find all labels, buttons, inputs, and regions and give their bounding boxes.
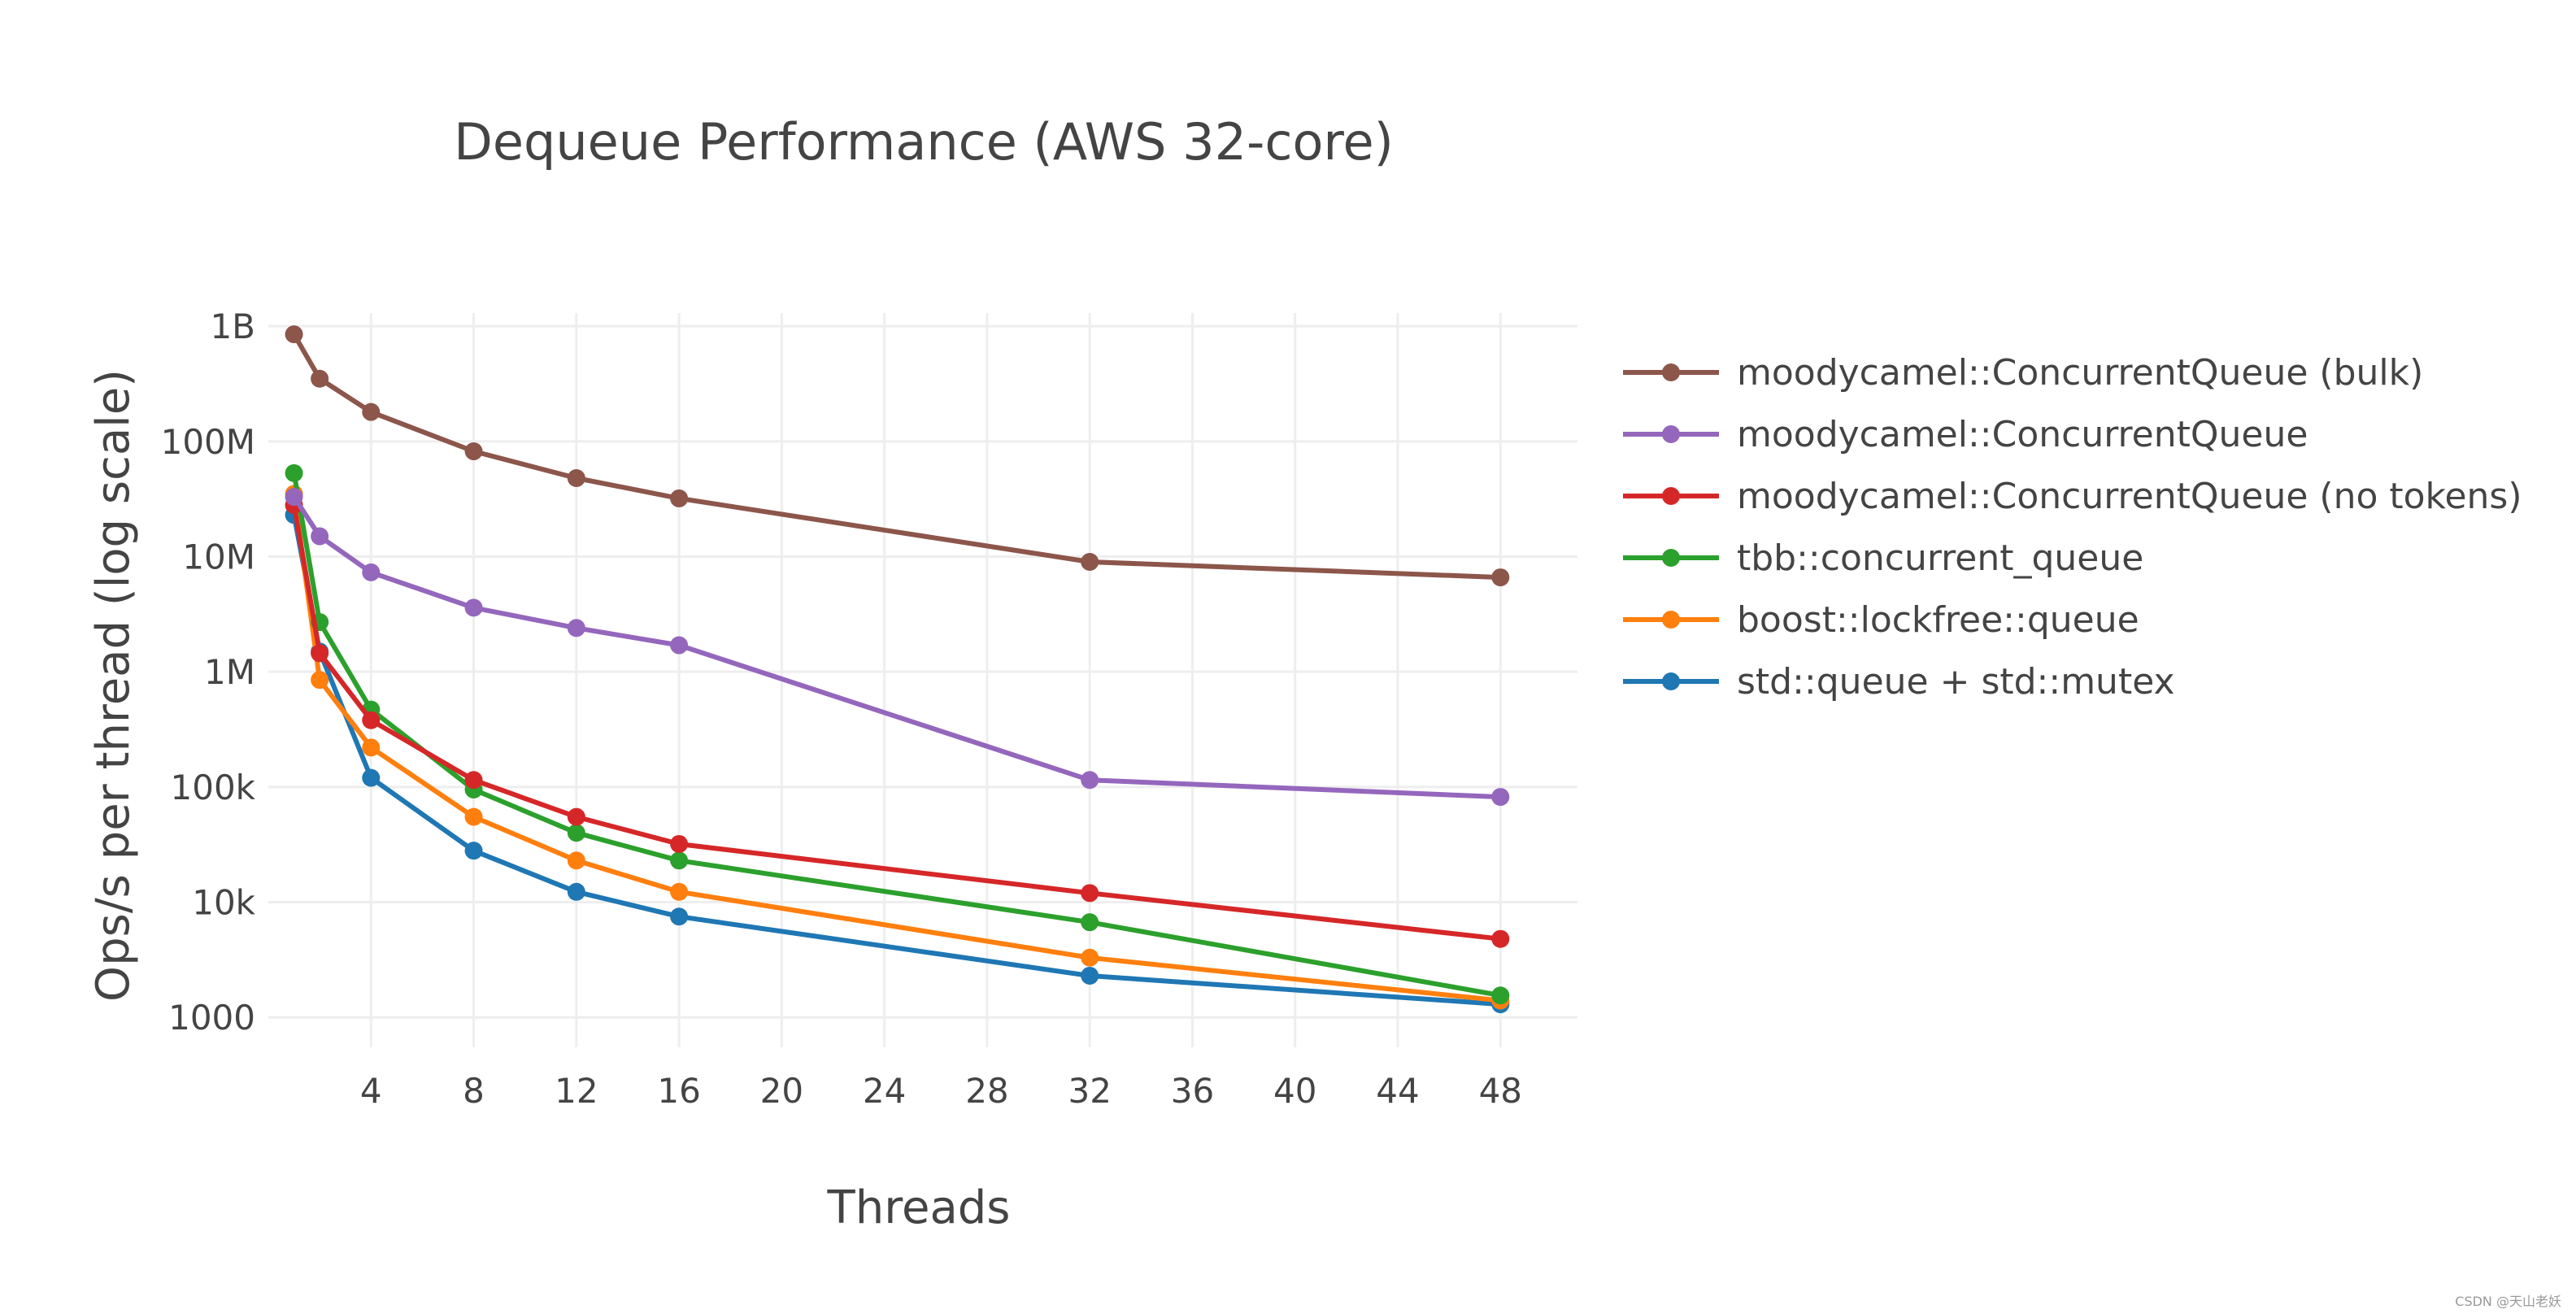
legend-label-0: moodycamel::ConcurrentQueue (bulk): [1737, 352, 2423, 394]
y-tick-label-5: 100M: [161, 422, 255, 462]
x-tick-label-5: 24: [863, 1071, 906, 1111]
series-2-point-7: [1491, 929, 1510, 948]
y-tick-label-1: 10k: [192, 883, 255, 923]
series-line-0: [291, 332, 1503, 581]
series-0-point-0: [285, 325, 303, 344]
legend-marker-5: [1662, 672, 1680, 690]
legend-label-1: moodycamel::ConcurrentQueue: [1737, 414, 2308, 455]
series-2-point-5: [670, 834, 689, 853]
series-0-point-7: [1491, 568, 1510, 587]
legend-label-3: tbb::concurrent_queue: [1737, 537, 2143, 579]
series-0: [285, 325, 1510, 587]
y-tick-label-3: 1M: [204, 652, 255, 692]
series-4-point-3: [464, 807, 483, 826]
x-tick-label-0: 4: [360, 1071, 382, 1111]
series-0-point-6: [1081, 552, 1099, 571]
series-4-point-4: [567, 851, 585, 870]
series-2-point-6: [1081, 884, 1099, 903]
series-group: [285, 325, 1510, 1014]
grid-lines: [268, 313, 1577, 1047]
x-tick-label-8: 36: [1171, 1071, 1214, 1111]
series-line-2: [291, 503, 1503, 942]
legend-label-5: std::queue + std::mutex: [1737, 661, 2175, 703]
x-tick-label-7: 32: [1068, 1071, 1111, 1111]
series-2-point-1: [311, 644, 329, 663]
series-0-point-3: [464, 442, 483, 461]
series-5-point-3: [464, 842, 483, 860]
legend-marker-1: [1662, 425, 1680, 443]
series-2-point-3: [464, 771, 483, 790]
series-1-point-5: [670, 636, 689, 655]
watermark-text: CSDN @天山老妖: [2455, 1294, 2561, 1309]
series-4-point-6: [1081, 948, 1099, 967]
legend-item-0: moodycamel::ConcurrentQueue (bulk): [1623, 352, 2423, 394]
series-1-point-1: [311, 527, 329, 546]
series-4-point-5: [670, 882, 689, 901]
series-5-point-2: [362, 768, 381, 787]
series-1-point-6: [1081, 771, 1099, 790]
x-tick-label-3: 16: [657, 1071, 700, 1111]
y-axis-ticks: 1000 10k 100k 1M 10M 100M 1B: [161, 307, 256, 1038]
series-0-point-1: [311, 369, 329, 388]
series-2: [285, 496, 1510, 948]
legend-marker-4: [1662, 611, 1680, 629]
legend-item-2: moodycamel::ConcurrentQueue (no tokens): [1623, 476, 2522, 517]
series-2-point-4: [567, 807, 585, 826]
legend-marker-3: [1662, 549, 1680, 567]
legend-item-4: boost::lockfree::queue: [1623, 599, 2139, 641]
series-5-point-6: [1081, 966, 1099, 985]
series-1-point-7: [1491, 788, 1510, 807]
chart-title: Dequeue Performance (AWS 32-core): [454, 112, 1394, 172]
series-3-point-7: [1491, 986, 1510, 1005]
legend-marker-0: [1662, 363, 1680, 381]
series-0-point-5: [670, 489, 689, 507]
x-tick-label-9: 40: [1273, 1071, 1316, 1111]
x-tick-label-6: 28: [965, 1071, 1008, 1111]
series-5-point-5: [670, 907, 689, 926]
y-tick-label-2: 100k: [171, 768, 256, 807]
y-tick-label-6: 1B: [210, 307, 255, 346]
series-line-3: [291, 470, 1503, 999]
series-5-point-4: [567, 882, 585, 901]
x-axis-ticks: 4 8 12 16 20 24 28 32 36 40 44 48: [360, 1071, 1522, 1111]
legend-marker-2: [1662, 487, 1680, 505]
y-tick-label-4: 10M: [182, 537, 255, 577]
series-1-point-3: [464, 598, 483, 617]
series-0-point-4: [567, 468, 585, 487]
legend-label-4: boost::lockfree::queue: [1737, 599, 2139, 641]
x-tick-label-11: 48: [1479, 1071, 1522, 1111]
y-axis-title: Ops/s per thread (log scale): [87, 369, 140, 1002]
series-1-point-0: [285, 488, 303, 507]
series-1-point-2: [362, 563, 381, 581]
x-tick-label-4: 20: [760, 1071, 803, 1111]
series-3-point-6: [1081, 913, 1099, 932]
series-line-5: [291, 512, 1503, 1007]
series-2-point-2: [362, 711, 381, 729]
legend-item-1: moodycamel::ConcurrentQueue: [1623, 414, 2308, 455]
legend-label-2: moodycamel::ConcurrentQueue (no tokens): [1737, 476, 2522, 517]
series-3-point-4: [567, 824, 585, 842]
x-axis-title: Threads: [827, 1181, 1011, 1234]
series-line-1: [291, 494, 1503, 800]
series-0-point-2: [362, 402, 381, 421]
series-1: [285, 488, 1510, 807]
series-line-4: [291, 491, 1503, 1003]
legend-item-5: std::queue + std::mutex: [1623, 661, 2175, 703]
x-tick-label-10: 44: [1376, 1071, 1419, 1111]
legend-item-3: tbb::concurrent_queue: [1623, 537, 2143, 579]
legend: moodycamel::ConcurrentQueue (bulk)moodyc…: [1623, 352, 2522, 703]
series-3-point-0: [285, 463, 303, 482]
series-4-point-1: [311, 671, 329, 690]
series-3-point-5: [670, 851, 689, 870]
series-1-point-4: [567, 619, 585, 637]
x-tick-label-2: 12: [555, 1071, 598, 1111]
y-tick-label-0: 1000: [168, 998, 255, 1038]
x-tick-label-1: 8: [463, 1071, 485, 1111]
series-4-point-2: [362, 738, 381, 757]
